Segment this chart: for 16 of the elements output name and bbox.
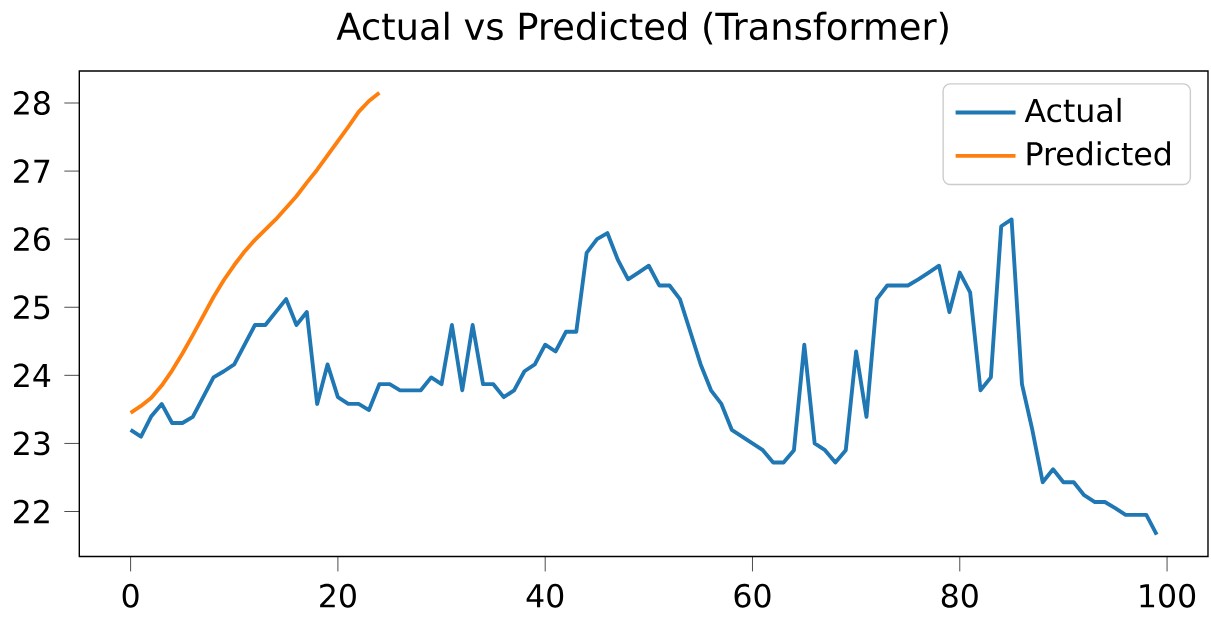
y-tick-label: 22 <box>14 499 49 524</box>
y-tick-label: 25 <box>14 295 50 319</box>
y-tick-label: 23 <box>14 431 50 456</box>
legend-label: Predicted <box>1027 140 1170 166</box>
x-tick-label: 100 <box>1140 583 1196 608</box>
x-tick-label: 60 <box>734 583 771 608</box>
chart-title: Actual vs Predicted (Transformer) <box>336 11 948 45</box>
legend-label: Actual <box>1024 97 1121 123</box>
x-tick-label: 20 <box>320 583 356 608</box>
y-tick-label: 27 <box>14 159 50 183</box>
x-tick-label: 0 <box>122 583 139 608</box>
x-tick-label: 40 <box>526 583 564 608</box>
x-tick-label: 80 <box>941 583 978 608</box>
y-tick-label: 24 <box>14 363 51 387</box>
y-tick-label: 28 <box>14 90 50 115</box>
y-tick-label: 26 <box>14 227 50 251</box>
